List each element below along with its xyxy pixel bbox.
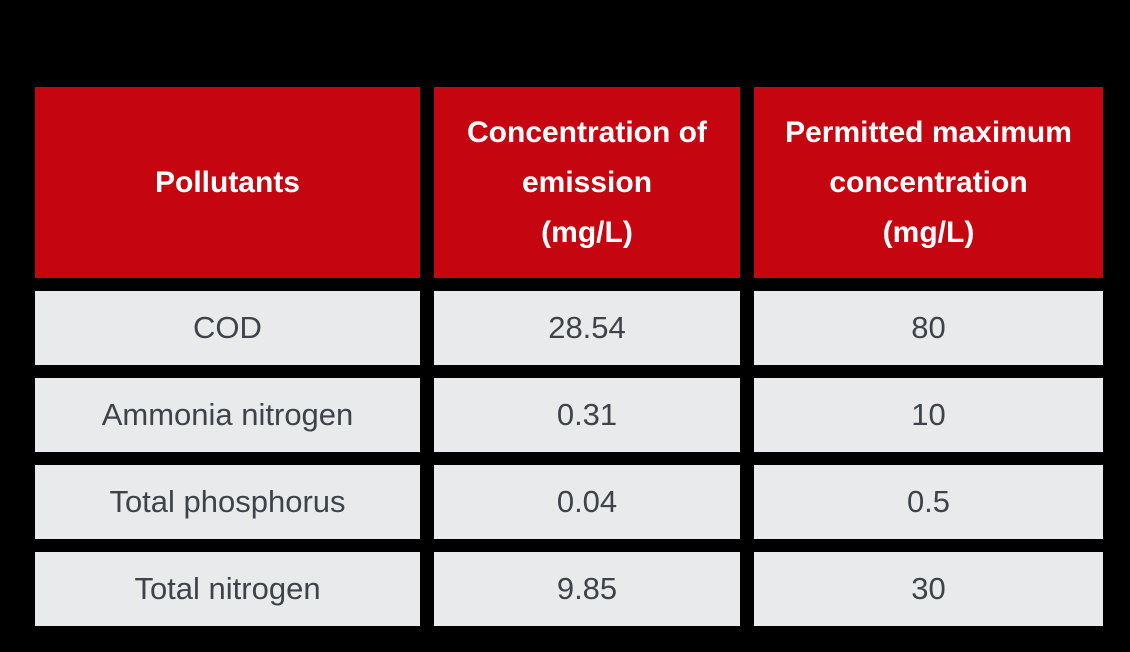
emissions-table: Pollutants Concentration of emission (mg… bbox=[35, 87, 1103, 626]
column-header-pollutants: Pollutants bbox=[35, 87, 420, 278]
cell-max-value: 10 bbox=[754, 378, 1103, 452]
cell-emission-value: 9.85 bbox=[434, 552, 740, 626]
cell-pollutant: Total nitrogen bbox=[35, 552, 420, 626]
cell-pollutant: Total phosphorus bbox=[35, 465, 420, 539]
cell-max-value: 0.5 bbox=[754, 465, 1103, 539]
cell-max-value: 80 bbox=[754, 291, 1103, 365]
cell-pollutant: COD bbox=[35, 291, 420, 365]
column-header-permitted-maximum: Permitted maximum concentration (mg/L) bbox=[754, 87, 1103, 278]
column-header-emission-concentration: Concentration of emission (mg/L) bbox=[434, 87, 740, 278]
cell-emission-value: 0.04 bbox=[434, 465, 740, 539]
cell-emission-value: 0.31 bbox=[434, 378, 740, 452]
cell-pollutant: Ammonia nitrogen bbox=[35, 378, 420, 452]
cell-max-value: 30 bbox=[754, 552, 1103, 626]
cell-emission-value: 28.54 bbox=[434, 291, 740, 365]
